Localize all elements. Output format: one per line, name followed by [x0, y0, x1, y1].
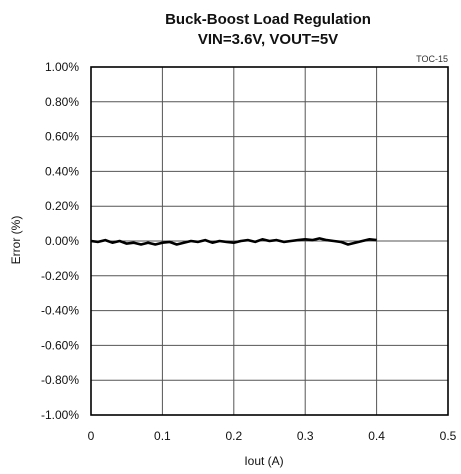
x-axis-label: Iout (A): [244, 454, 283, 468]
y-tick-label: 0.40%: [45, 164, 79, 178]
x-tick-label: 0.1: [154, 429, 171, 443]
y-tick-label: 0.60%: [45, 130, 79, 144]
x-tick-label: 0: [88, 429, 95, 443]
chart-title: Buck-Boost Load Regulation: [165, 11, 371, 28]
y-tick-label: 0.80%: [45, 95, 79, 109]
y-tick-labels: 1.00% 0.80% 0.60% 0.40% 0.20% 0.00% -0.20% -0.4…: [41, 60, 79, 422]
y-axis-label: Error (%): [9, 216, 23, 265]
y-tick-label: 0.00%: [45, 234, 79, 248]
y-tick-label: 1.00%: [45, 60, 79, 74]
series-line: [90, 237, 377, 246]
y-tick-label: -0.60%: [41, 338, 79, 352]
y-tick-label: 0.20%: [45, 199, 79, 213]
y-tick-label: -1.00%: [41, 408, 79, 422]
x-tick-label: 0.3: [297, 429, 314, 443]
x-tick-labels: 0 0.1 0.2 0.3 0.4 0.5: [88, 429, 457, 443]
y-tick-label: -0.80%: [41, 373, 79, 387]
chart-subtitle: VIN=3.6V, VOUT=5V: [198, 31, 338, 48]
x-tick-label: 0.2: [225, 429, 242, 443]
x-tick-label: 0.5: [440, 429, 457, 443]
y-tick-label: -0.40%: [41, 304, 79, 318]
x-tick-label: 0.4: [368, 429, 385, 443]
y-tick-label: -0.20%: [41, 269, 79, 283]
figure-tag: TOC-15: [416, 54, 448, 64]
